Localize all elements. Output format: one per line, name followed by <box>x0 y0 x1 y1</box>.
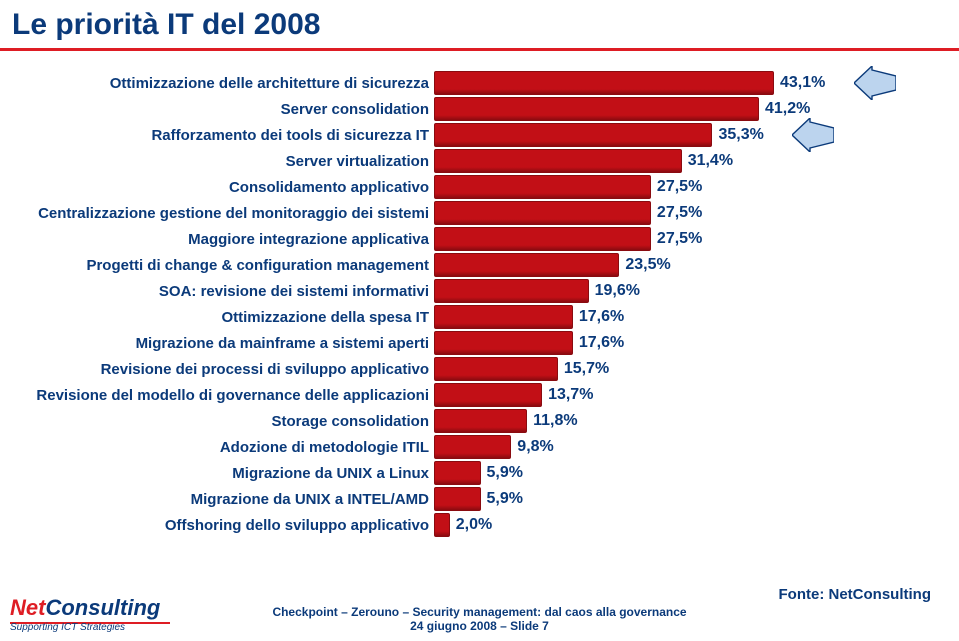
bar <box>434 461 481 485</box>
chart-row: Offshoring dello sviluppo applicativo 2,0… <box>0 512 959 538</box>
bar <box>434 357 558 381</box>
bar <box>434 409 527 433</box>
category-label: Storage consolidation <box>9 413 429 430</box>
value-label: 5,9% <box>487 464 523 482</box>
chart-row: Revisione del modello di governance dell… <box>0 382 959 408</box>
highlight-arrow-icon <box>792 118 834 152</box>
value-label: 5,9% <box>487 490 523 508</box>
category-label: Server consolidation <box>9 101 429 118</box>
chart-row: Rafforzamento dei tools di sicurezza IT 3… <box>0 122 959 148</box>
footer-line2: 24 giugno 2008 – Slide 7 <box>0 619 959 633</box>
bar <box>434 487 481 511</box>
bar <box>434 331 573 355</box>
value-label: 27,5% <box>657 204 702 222</box>
category-label: Maggiore integrazione applicativa <box>9 231 429 248</box>
value-label: 27,5% <box>657 178 702 196</box>
highlight-arrow-icon <box>854 66 896 100</box>
chart-row: Migrazione da UNIX a INTEL/AMD 5,9% <box>0 486 959 512</box>
value-label: 19,6% <box>595 282 640 300</box>
value-label: 2,0% <box>456 516 492 534</box>
category-label: Centralizzazione gestione del monitoragg… <box>9 205 429 222</box>
chart-row: Migrazione da UNIX a Linux 5,9% <box>0 460 959 486</box>
category-label: Rafforzamento dei tools di sicurezza IT <box>9 127 429 144</box>
value-label: 43,1% <box>780 74 825 92</box>
chart-row: Storage consolidation 11,8% <box>0 408 959 434</box>
category-label: Progetti di change & configuration manag… <box>9 257 429 274</box>
category-label: Migrazione da mainframe a sistemi aperti <box>9 335 429 352</box>
bar <box>434 435 511 459</box>
chart-row: Ottimizzazione della spesa IT 17,6% <box>0 304 959 330</box>
bar <box>434 71 774 95</box>
value-label: 27,5% <box>657 230 702 248</box>
value-label: 13,7% <box>548 386 593 404</box>
category-label: Migrazione da UNIX a INTEL/AMD <box>9 491 429 508</box>
value-label: 9,8% <box>517 438 553 456</box>
chart-row: Progetti di change & configuration manag… <box>0 252 959 278</box>
page-title: Le priorità IT del 2008 <box>12 8 320 42</box>
category-label: SOA: revisione dei sistemi informativi <box>9 283 429 300</box>
chart-row: Migrazione da mainframe a sistemi aperti… <box>0 330 959 356</box>
value-label: 17,6% <box>579 334 624 352</box>
chart-row: Maggiore integrazione applicativa 27,5% <box>0 226 959 252</box>
chart-row: Centralizzazione gestione del monitoragg… <box>0 200 959 226</box>
chart-row: Server virtualization 31,4% <box>0 148 959 174</box>
title-underline <box>0 48 959 51</box>
value-label: 23,5% <box>625 256 670 274</box>
category-label: Consolidamento applicativo <box>9 179 429 196</box>
bar <box>434 97 759 121</box>
chart-row: Revisione dei processi di sviluppo appli… <box>0 356 959 382</box>
value-label: 31,4% <box>688 152 733 170</box>
chart-row: Ottimizzazione delle architetture di sic… <box>0 70 959 96</box>
chart-row: Consolidamento applicativo 27,5% <box>0 174 959 200</box>
category-label: Server virtualization <box>9 153 429 170</box>
category-label: Offshoring dello sviluppo applicativo <box>9 517 429 534</box>
category-label: Ottimizzazione delle architetture di sic… <box>9 75 429 92</box>
value-label: 15,7% <box>564 360 609 378</box>
footer: Checkpoint – Zerouno – Security manageme… <box>0 605 959 633</box>
bar <box>434 253 619 277</box>
bar <box>434 201 651 225</box>
value-label: 41,2% <box>765 100 810 118</box>
category-label: Adozione di metodologie ITIL <box>9 439 429 456</box>
category-label: Migrazione da UNIX a Linux <box>9 465 429 482</box>
chart-row: Adozione di metodologie ITIL 9,8% <box>0 434 959 460</box>
bar <box>434 149 682 173</box>
bar <box>434 123 712 147</box>
value-label: 11,8% <box>533 412 577 430</box>
priorities-bar-chart: Ottimizzazione delle architetture di sic… <box>0 70 959 560</box>
category-label: Revisione dei processi di sviluppo appli… <box>9 361 429 378</box>
bar <box>434 513 450 537</box>
bar <box>434 279 589 303</box>
source-label: Fonte: NetConsulting <box>779 586 931 603</box>
chart-row: SOA: revisione dei sistemi informativi 19… <box>0 278 959 304</box>
value-label: 35,3% <box>718 126 763 144</box>
category-label: Revisione del modello di governance dell… <box>9 387 429 404</box>
slide: Le priorità IT del 2008 Ottimizzazione d… <box>0 0 959 641</box>
footer-line1: Checkpoint – Zerouno – Security manageme… <box>0 605 959 619</box>
bar <box>434 227 651 251</box>
value-label: 17,6% <box>579 308 624 326</box>
bar <box>434 175 651 199</box>
bar <box>434 383 542 407</box>
category-label: Ottimizzazione della spesa IT <box>9 309 429 326</box>
bar <box>434 305 573 329</box>
